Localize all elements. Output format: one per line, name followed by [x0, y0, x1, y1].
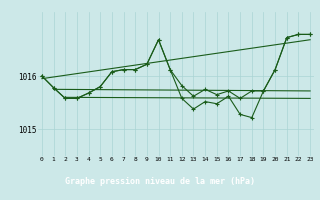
Text: Graphe pression niveau de la mer (hPa): Graphe pression niveau de la mer (hPa) [65, 178, 255, 186]
